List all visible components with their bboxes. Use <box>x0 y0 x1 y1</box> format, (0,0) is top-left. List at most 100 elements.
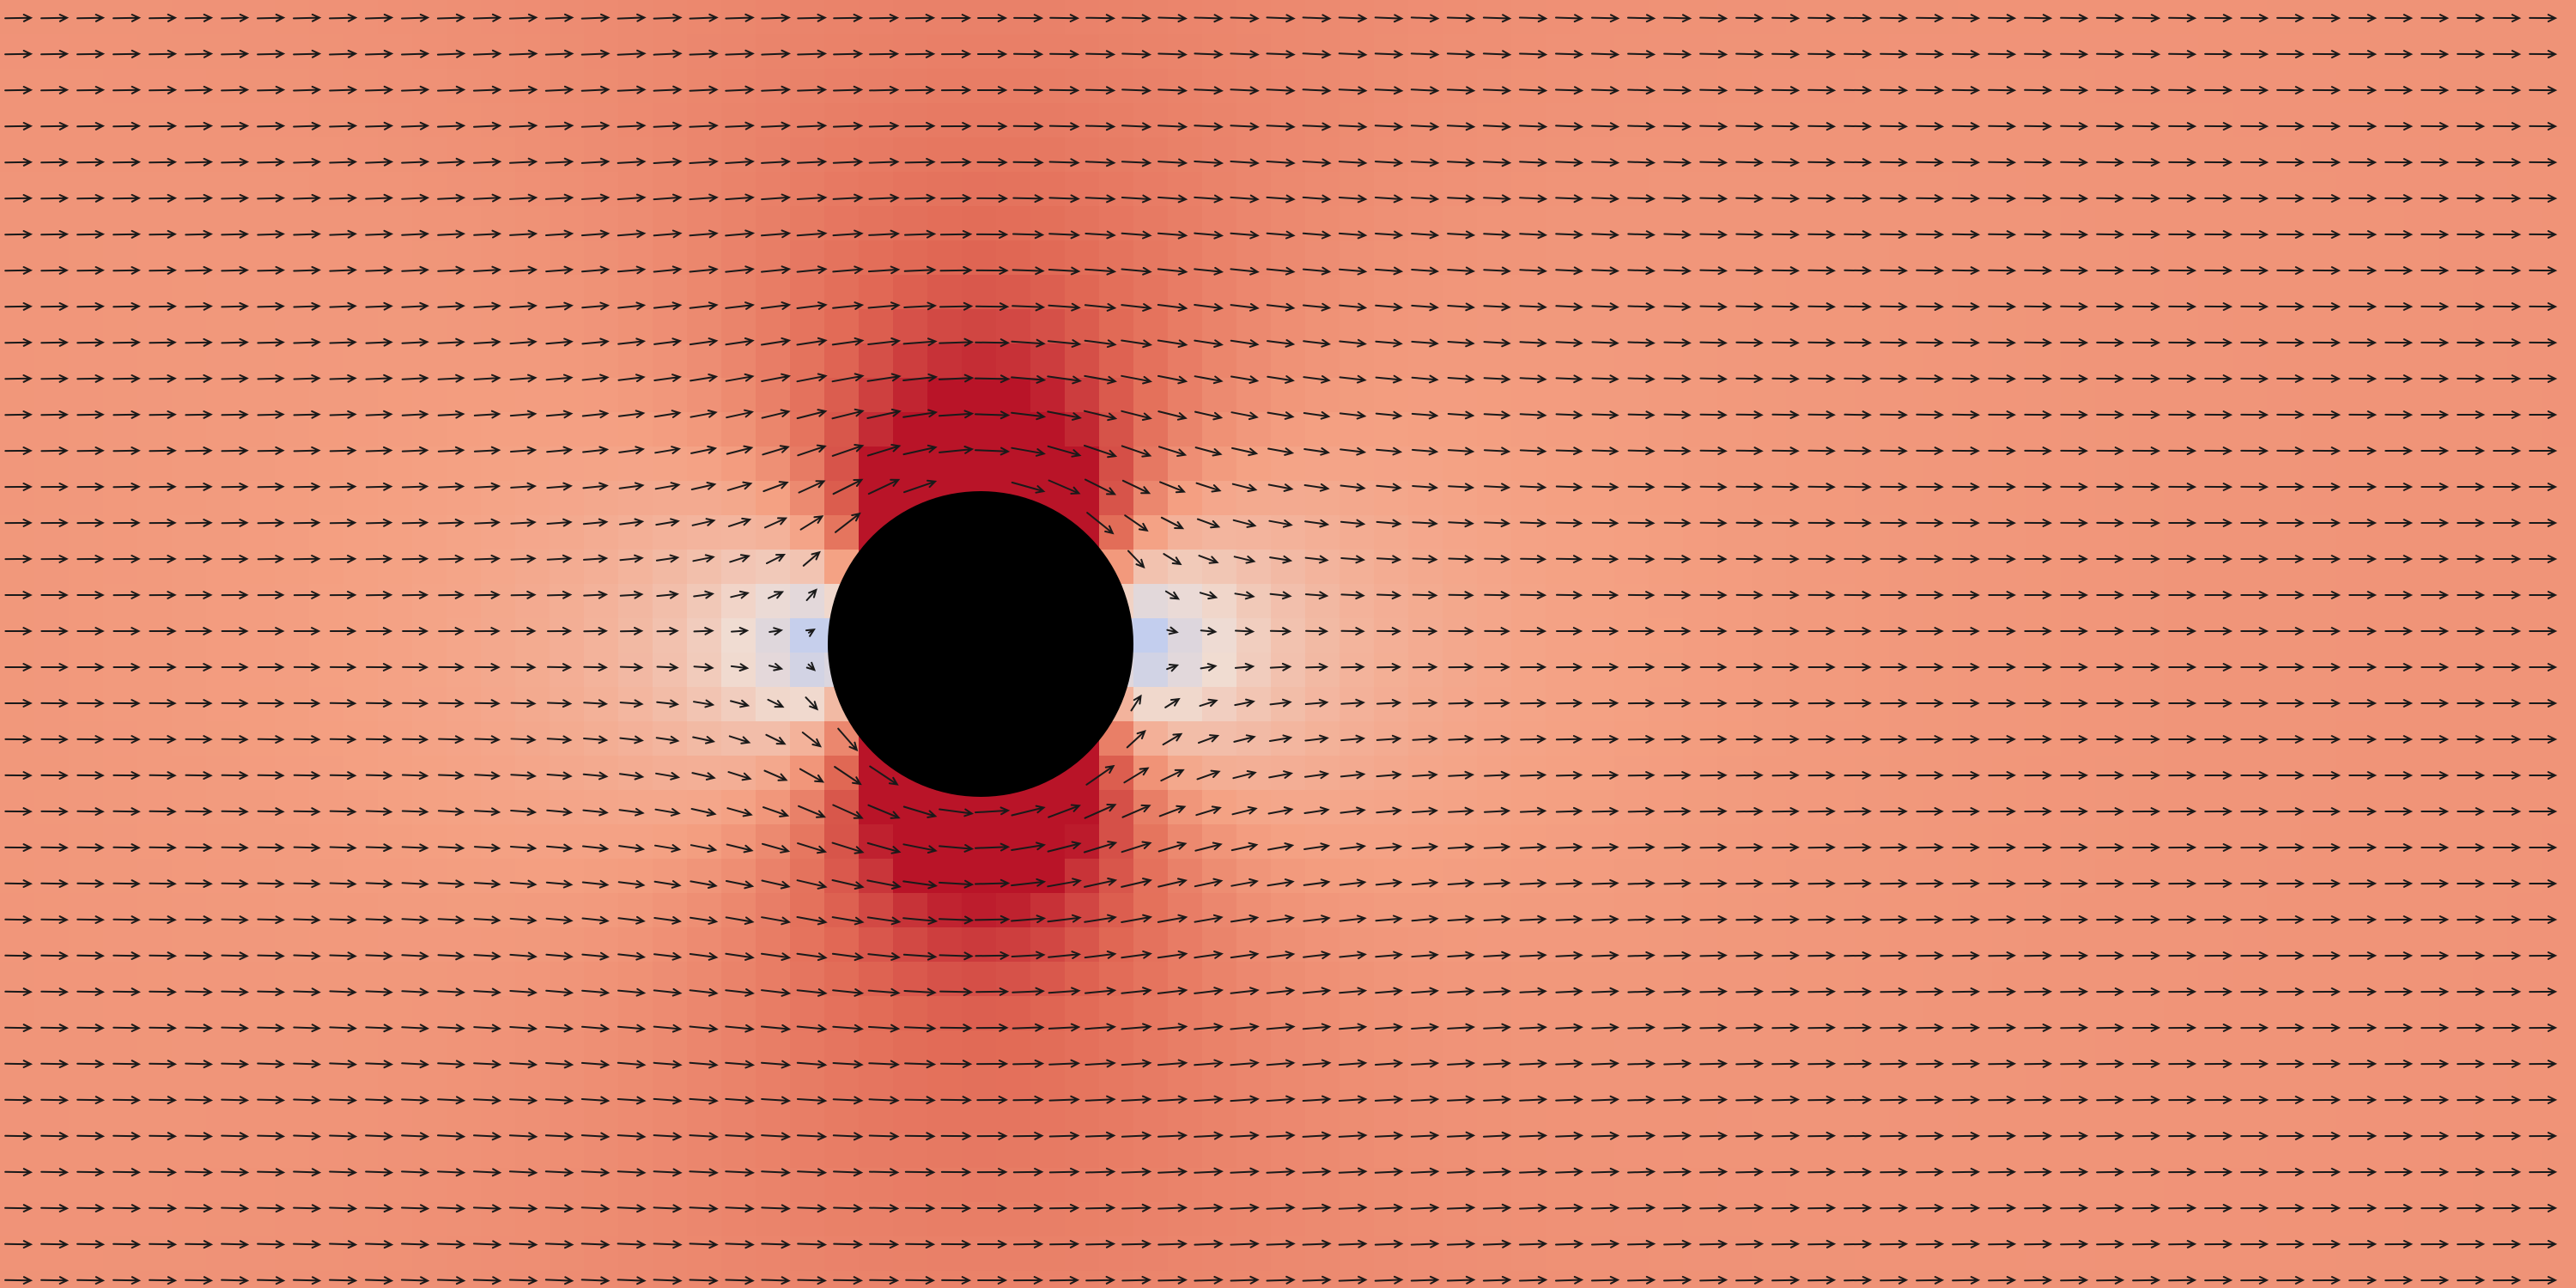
heat-cell <box>1305 618 1340 653</box>
heat-cell <box>1305 1065 1340 1100</box>
heat-cell <box>1271 550 1306 585</box>
heat-cell <box>206 618 241 653</box>
heat-cell <box>1408 687 1443 722</box>
heat-cell <box>1717 1030 1753 1066</box>
heat-cell <box>481 1236 516 1272</box>
heat-cell <box>1889 206 1924 241</box>
heat-cell <box>1305 343 1340 379</box>
heat-cell <box>721 1030 756 1066</box>
heat-cell <box>2439 309 2474 344</box>
heat-cell <box>1340 1030 1375 1066</box>
heat-cell <box>1168 309 1203 344</box>
heat-cell <box>309 618 344 653</box>
heat-cell <box>824 996 860 1031</box>
heat-cell <box>137 447 173 482</box>
heat-cell <box>240 859 276 894</box>
heat-cell <box>2061 859 2096 894</box>
heat-cell <box>1202 618 1237 653</box>
heat-cell <box>1236 69 1272 104</box>
heat-cell <box>927 69 963 104</box>
heat-cell <box>687 137 722 173</box>
heat-cell <box>447 653 482 688</box>
heat-cell <box>2336 859 2371 894</box>
heat-cell <box>2198 859 2233 894</box>
heat-cell <box>2164 172 2199 207</box>
heat-cell <box>1889 69 1924 104</box>
heat-cell <box>2336 1099 2371 1134</box>
heat-cell <box>0 137 35 173</box>
heat-cell <box>2336 584 2371 619</box>
heat-cell <box>1168 103 1203 138</box>
heat-cell <box>206 275 241 310</box>
heat-cell <box>1546 1065 1581 1100</box>
heat-cell <box>687 1236 722 1272</box>
heat-cell <box>1477 927 1512 963</box>
heat-cell <box>240 172 276 207</box>
heat-cell <box>2336 1030 2371 1066</box>
heat-cell <box>2301 756 2336 791</box>
heat-cell <box>1958 824 1993 860</box>
heat-cell <box>1923 103 1959 138</box>
heat-cell <box>1717 893 1753 928</box>
heat-cell <box>378 893 413 928</box>
heat-cell <box>1958 584 1993 619</box>
heat-cell <box>1855 378 1890 413</box>
heat-cell <box>584 275 619 310</box>
heat-cell <box>1065 790 1100 825</box>
heat-cell <box>2233 1168 2268 1203</box>
heat-cell <box>687 378 722 413</box>
heat-cell <box>2026 378 2062 413</box>
heat-cell <box>2267 1065 2302 1100</box>
heat-cell <box>1236 1133 1272 1169</box>
heat-cell <box>1580 1099 1615 1134</box>
heat-cell <box>1065 206 1100 241</box>
heat-cell <box>2164 893 2199 928</box>
heat-cell <box>275 515 310 550</box>
heat-cell <box>1099 790 1134 825</box>
heat-cell <box>1443 378 1478 413</box>
heat-cell <box>1340 550 1375 585</box>
heat-cell <box>275 1065 310 1100</box>
heat-cell <box>550 550 585 585</box>
heat-cell <box>584 550 619 585</box>
heat-cell <box>927 1236 963 1272</box>
heat-cell <box>412 378 447 413</box>
heat-cell <box>1408 1099 1443 1134</box>
heat-cell <box>2542 790 2576 825</box>
heat-cell <box>206 790 241 825</box>
heat-cell <box>1511 653 1546 688</box>
heat-cell <box>34 1065 70 1100</box>
heat-cell <box>0 1030 35 1066</box>
heat-cell <box>1408 1236 1443 1272</box>
heat-cell <box>721 1099 756 1134</box>
heat-cell <box>412 1236 447 1272</box>
heat-cell <box>1992 343 2027 379</box>
heat-cell <box>1649 927 1684 963</box>
heat-cell <box>2095 584 2130 619</box>
heat-cell <box>240 1133 276 1169</box>
heat-cell <box>1855 275 1890 310</box>
heat-cell <box>275 412 310 447</box>
heat-cell <box>1683 584 1718 619</box>
heat-cell <box>69 309 104 344</box>
heat-cell <box>1065 343 1100 379</box>
heat-cell <box>687 515 722 550</box>
heat-cell <box>1923 69 1959 104</box>
heat-cell <box>1992 824 2027 860</box>
heat-cell <box>0 378 35 413</box>
heat-cell <box>2542 618 2576 653</box>
heat-cell <box>412 1065 447 1100</box>
heat-cell <box>2301 1133 2336 1169</box>
heat-cell <box>1477 824 1512 860</box>
heat-cell <box>996 1030 1031 1066</box>
heat-cell <box>1305 1099 1340 1134</box>
heat-cell <box>893 412 928 447</box>
heat-cell <box>2061 103 2096 138</box>
heat-cell <box>1511 893 1546 928</box>
heat-cell <box>2542 309 2576 344</box>
heat-cell <box>962 343 997 379</box>
heat-cell <box>1443 653 1478 688</box>
heat-cell <box>721 69 756 104</box>
heat-cell <box>2026 824 2062 860</box>
heat-cell <box>137 343 173 379</box>
